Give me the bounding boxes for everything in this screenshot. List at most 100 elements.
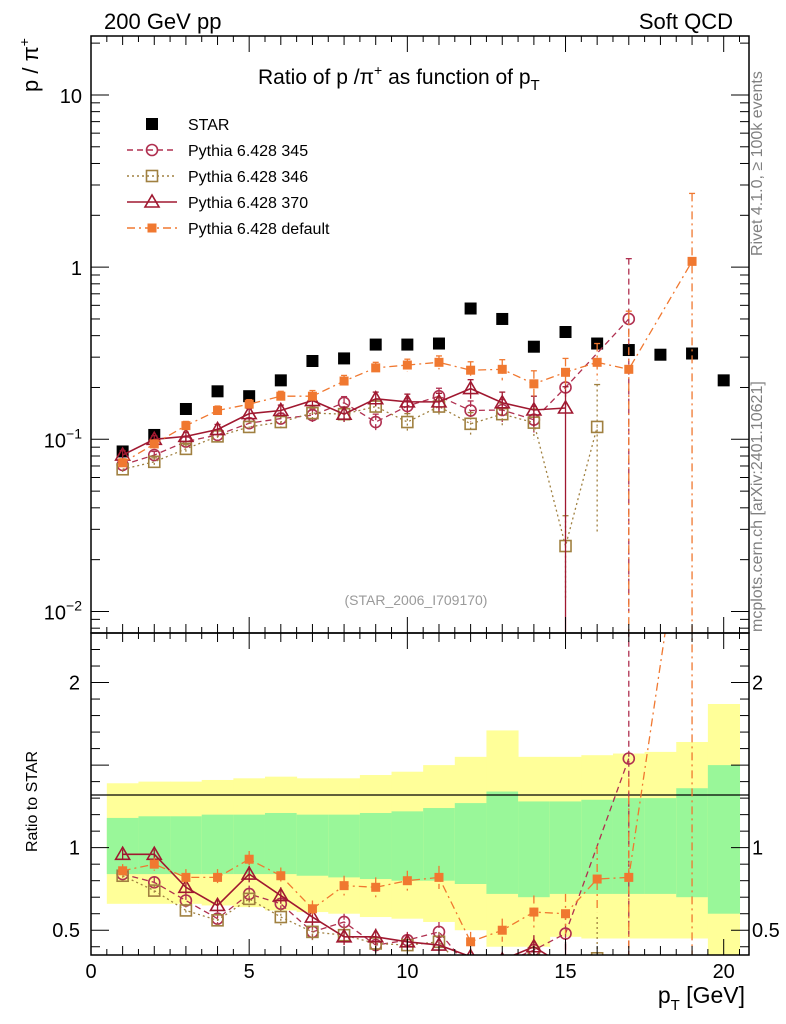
data-point-pdef <box>497 364 507 374</box>
green-band-bin <box>486 791 519 894</box>
ratio-point-pdef <box>497 925 507 935</box>
data-point-pdef <box>244 399 254 409</box>
series-line-pdef <box>122 261 693 464</box>
chart-title-sub: T <box>531 77 540 94</box>
series-line-p346 <box>122 405 598 549</box>
x-axis-label-sub: T <box>671 997 680 1014</box>
data-point-p370 <box>177 427 195 443</box>
data-point-p346 <box>179 442 193 456</box>
green-band-bin <box>328 814 361 878</box>
data-point-pdef <box>371 363 381 373</box>
data-point-p370 <box>209 420 226 436</box>
data-point-pdef <box>624 364 634 374</box>
data-point-pdef <box>466 365 476 375</box>
data-point-star <box>369 338 382 351</box>
legend-label-p370: Pythia 6.428 370 <box>188 195 308 212</box>
data-point-p345 <box>147 448 161 462</box>
ratio-point-pdef <box>118 866 128 876</box>
data-point-pdef <box>339 376 349 386</box>
x-tick-label: 15 <box>554 961 576 983</box>
ratio-point-pdef <box>213 872 223 882</box>
main-y-tick-label-base: 10 <box>44 430 66 452</box>
ratio-point-pdef <box>307 904 317 914</box>
data-point-pdef <box>276 391 286 401</box>
ratio-line-p345 <box>122 758 630 955</box>
data-point-pdef <box>118 458 128 468</box>
legend-marker-p346 <box>145 169 159 183</box>
ratio-point-pdef <box>149 859 159 869</box>
main-y-axis-label: p / π+ <box>16 38 43 92</box>
ratio-point-pdef <box>529 907 539 917</box>
main-y-tick-label: 1 <box>71 258 82 280</box>
legend-marker-star <box>146 118 158 130</box>
x-axis-label: pT [GeV] <box>658 982 745 1014</box>
green-band-bin <box>170 816 203 875</box>
ratio-point-p370 <box>367 928 385 943</box>
ratio-point-p346 <box>242 892 256 906</box>
ratio-y-tick-label-left: 0.5 <box>52 920 80 942</box>
analysis-annotation: (STAR_2006_I709170) <box>345 592 488 608</box>
data-point-star <box>179 402 192 415</box>
ratio-point-p346 <box>147 884 161 897</box>
data-point-star <box>401 338 414 351</box>
ratio-point-pdef <box>402 876 412 886</box>
series-pdef <box>118 192 697 633</box>
data-point-p370 <box>430 393 448 408</box>
green-band-bin <box>359 812 393 880</box>
chart-title-after: as function of p <box>382 66 530 89</box>
data-point-star <box>338 352 351 365</box>
ratio-point-p346 <box>465 973 476 984</box>
data-point-pdef <box>402 360 412 370</box>
chart-title: Ratio of p /π+ as function of pT <box>258 62 540 94</box>
green-band-bin <box>391 811 424 881</box>
main-series-layer <box>114 192 730 633</box>
ratio-y-tick-label-left: 2 <box>69 673 80 695</box>
ratio-point-pdef <box>466 937 476 947</box>
ratio-panel-frame <box>90 632 750 956</box>
data-point-star <box>432 337 445 350</box>
data-point-star <box>559 326 572 339</box>
main-y-tick-label-base: 10 <box>44 602 66 624</box>
ratio-point-p370 <box>114 845 132 861</box>
data-point-p346 <box>147 455 161 469</box>
ratio-point-p345 <box>497 958 508 969</box>
ratio-point-pdef <box>181 872 191 882</box>
green-band-bin <box>296 814 329 876</box>
main-y-tick-label-base: 10 <box>60 86 82 108</box>
legend-label-p346: Pythia 6.428 346 <box>188 169 308 186</box>
data-point-pdef <box>213 406 223 416</box>
ratio-series-pdef <box>118 633 693 955</box>
data-point-pdef <box>307 391 317 401</box>
ratio-point-p346 <box>179 904 193 917</box>
main-y-tick-label: 10−2 <box>44 597 82 624</box>
data-point-p346 <box>306 406 319 420</box>
series-star <box>116 302 730 458</box>
ratio-y-tick-label-right: 0.5 <box>752 920 780 942</box>
ratio-point-p370 <box>272 886 290 902</box>
series-line-p345 <box>122 318 630 466</box>
data-point-star <box>274 374 287 387</box>
data-point-pdef <box>592 357 602 367</box>
ratio-point-p345 <box>147 876 161 889</box>
data-point-p370 <box>462 380 480 395</box>
data-point-star <box>717 374 730 387</box>
green-band-bin <box>264 812 298 875</box>
ratio-uncertainty-bands <box>106 704 741 955</box>
chart-title-main: Ratio of p /π <box>258 66 374 89</box>
legend-marker-p345 <box>145 143 159 157</box>
data-point-pdef <box>687 256 697 266</box>
data-point-pdef <box>434 357 444 367</box>
header-left-label: 200 GeV pp <box>104 9 221 34</box>
legend: STAR Pythia 6.428 345 Pythia 6.428 346 Pyth… <box>127 117 330 238</box>
x-tick-label: 20 <box>713 961 735 983</box>
rivet-side-label: Rivet 4.1.0, ≥ 100k events <box>749 71 766 256</box>
ratio-point-p345 <box>465 964 476 975</box>
ratio-point-pdef <box>624 872 634 882</box>
ratio-point-pdef <box>244 854 254 864</box>
mcplots-side-label: mcplots.cern.ch [arXiv:2401.10621] <box>749 381 766 632</box>
data-point-star <box>211 385 224 398</box>
legend-item-star: STAR <box>146 117 229 134</box>
data-point-p346 <box>464 417 477 431</box>
ratio-line-pdef <box>122 633 666 943</box>
green-band-bin <box>454 803 487 884</box>
